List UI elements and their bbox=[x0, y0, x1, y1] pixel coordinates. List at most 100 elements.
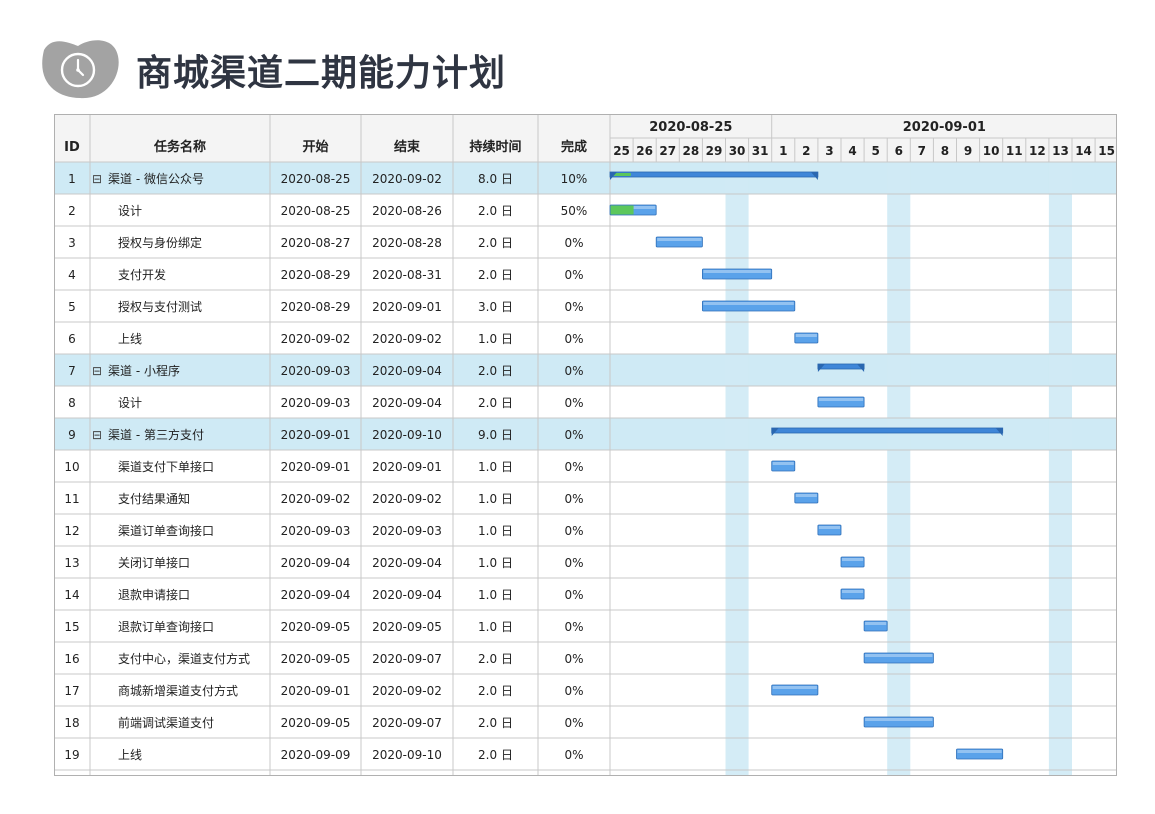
task-id: 4 bbox=[68, 268, 76, 282]
task-bar-highlight bbox=[795, 494, 817, 497]
task-bar-highlight bbox=[842, 558, 864, 561]
task-end: 2020-09-05 bbox=[372, 620, 442, 634]
task-start: 2020-08-29 bbox=[281, 268, 351, 282]
task-duration: 1.0 日 bbox=[478, 460, 513, 474]
task-name: 商城新增渠道支付方式 bbox=[118, 683, 238, 698]
task-id: 8 bbox=[68, 396, 76, 410]
task-complete: 0% bbox=[564, 428, 583, 442]
task-bar-highlight bbox=[842, 590, 864, 593]
summary-bar bbox=[817, 363, 865, 370]
summary-bar-start-cap bbox=[610, 172, 617, 180]
task-start: 2020-09-01 bbox=[281, 428, 351, 442]
day-tick-label: 13 bbox=[1052, 144, 1069, 158]
task-end: 2020-09-10 bbox=[372, 428, 442, 442]
task-complete: 0% bbox=[564, 332, 583, 346]
task-id: 10 bbox=[64, 460, 79, 474]
task-end: 2020-09-07 bbox=[372, 652, 442, 666]
collapse-toggle-icon[interactable]: ⊟ bbox=[92, 172, 102, 186]
id-column-header: ID bbox=[64, 140, 80, 155]
collapse-toggle-icon[interactable]: ⊟ bbox=[92, 364, 102, 378]
summary-bar-end-cap bbox=[810, 172, 818, 180]
task-start: 2020-09-04 bbox=[281, 556, 351, 570]
task-bar-highlight bbox=[865, 622, 887, 625]
task-end: 2020-08-28 bbox=[372, 236, 442, 250]
task-name: 支付中心，渠道支付方式 bbox=[118, 651, 250, 666]
task-name: 关闭订单接口 bbox=[118, 555, 190, 570]
task-start: 2020-08-25 bbox=[281, 204, 351, 218]
task-end: 2020-08-31 bbox=[372, 268, 442, 282]
task-end: 2020-09-04 bbox=[372, 556, 442, 570]
task-id: 1 bbox=[68, 172, 76, 186]
task-bar bbox=[771, 460, 796, 472]
day-tick-label: 27 bbox=[659, 144, 676, 158]
task-bar bbox=[794, 492, 819, 504]
duration-column-header: 持续时间 bbox=[469, 139, 521, 155]
task-name: 上线 bbox=[118, 748, 142, 762]
task-name: 前端调试渠道支付 bbox=[118, 715, 214, 730]
task-bar-highlight bbox=[818, 398, 864, 401]
task-complete: 50% bbox=[561, 204, 588, 218]
task-id: 5 bbox=[68, 300, 76, 314]
day-tick-label: 25 bbox=[613, 144, 630, 158]
task-id: 3 bbox=[68, 236, 76, 250]
task-id: 7 bbox=[68, 364, 76, 378]
task-end: 2020-09-07 bbox=[372, 716, 442, 730]
week-label: 2020-09-01 bbox=[903, 120, 986, 135]
day-tick-label: 29 bbox=[706, 144, 723, 158]
summary-bar bbox=[771, 427, 1004, 434]
weekend-column bbox=[887, 162, 911, 776]
task-complete: 0% bbox=[564, 748, 583, 762]
task-start: 2020-08-29 bbox=[281, 300, 351, 314]
task-end: 2020-09-02 bbox=[372, 684, 442, 698]
task-duration: 1.0 日 bbox=[478, 524, 513, 538]
task-id: 16 bbox=[64, 652, 79, 666]
task-end: 2020-09-04 bbox=[372, 364, 442, 378]
task-id: 11 bbox=[64, 492, 79, 506]
task-duration: 8.0 日 bbox=[478, 172, 513, 186]
task-bar bbox=[863, 716, 934, 728]
task-id: 12 bbox=[64, 524, 79, 538]
end-column-header: 结束 bbox=[394, 139, 421, 155]
task-bar bbox=[794, 332, 819, 344]
task-id: 17 bbox=[64, 684, 79, 698]
task-start: 2020-09-03 bbox=[281, 364, 351, 378]
day-tick-label: 12 bbox=[1029, 144, 1046, 158]
task-bar bbox=[702, 268, 773, 280]
task-duration: 2.0 日 bbox=[478, 364, 513, 378]
task-complete: 0% bbox=[564, 684, 583, 698]
summary-row-background bbox=[54, 418, 1117, 450]
task-complete: 0% bbox=[564, 556, 583, 570]
task-progress bbox=[610, 205, 634, 215]
day-tick-label: 26 bbox=[636, 144, 653, 158]
complete-column-header: 完成 bbox=[561, 139, 587, 155]
task-duration: 9.0 日 bbox=[478, 428, 513, 442]
task-id: 18 bbox=[64, 716, 79, 730]
day-tick-label: 30 bbox=[729, 144, 746, 158]
collapse-toggle-icon[interactable]: ⊟ bbox=[92, 428, 102, 442]
task-complete: 0% bbox=[564, 524, 583, 538]
day-tick-label: 28 bbox=[682, 144, 699, 158]
task-duration: 3.0 日 bbox=[478, 300, 513, 314]
task-complete: 0% bbox=[564, 396, 583, 410]
task-name: 退款订单查询接口 bbox=[118, 619, 214, 634]
task-start: 2020-09-01 bbox=[281, 684, 351, 698]
task-name: 渠道 - 小程序 bbox=[108, 363, 180, 378]
summary-row-background bbox=[54, 162, 1117, 194]
task-name: 授权与支付测试 bbox=[118, 299, 202, 314]
task-bar-highlight bbox=[772, 462, 794, 465]
task-start: 2020-09-05 bbox=[281, 652, 351, 666]
task-name: 渠道 - 第三方支付 bbox=[108, 427, 204, 442]
task-bar bbox=[956, 748, 1004, 760]
task-duration: 1.0 日 bbox=[478, 620, 513, 634]
task-name: 支付开发 bbox=[118, 267, 166, 282]
day-tick-label: 10 bbox=[983, 144, 1000, 158]
task-duration: 2.0 日 bbox=[478, 652, 513, 666]
task-end: 2020-09-02 bbox=[372, 332, 442, 346]
task-end: 2020-09-01 bbox=[372, 300, 442, 314]
task-complete: 0% bbox=[564, 364, 583, 378]
task-start: 2020-09-03 bbox=[281, 524, 351, 538]
task-name: 支付结果通知 bbox=[118, 492, 190, 506]
summary-bar-start-cap bbox=[817, 364, 825, 372]
task-id: 9 bbox=[68, 428, 76, 442]
